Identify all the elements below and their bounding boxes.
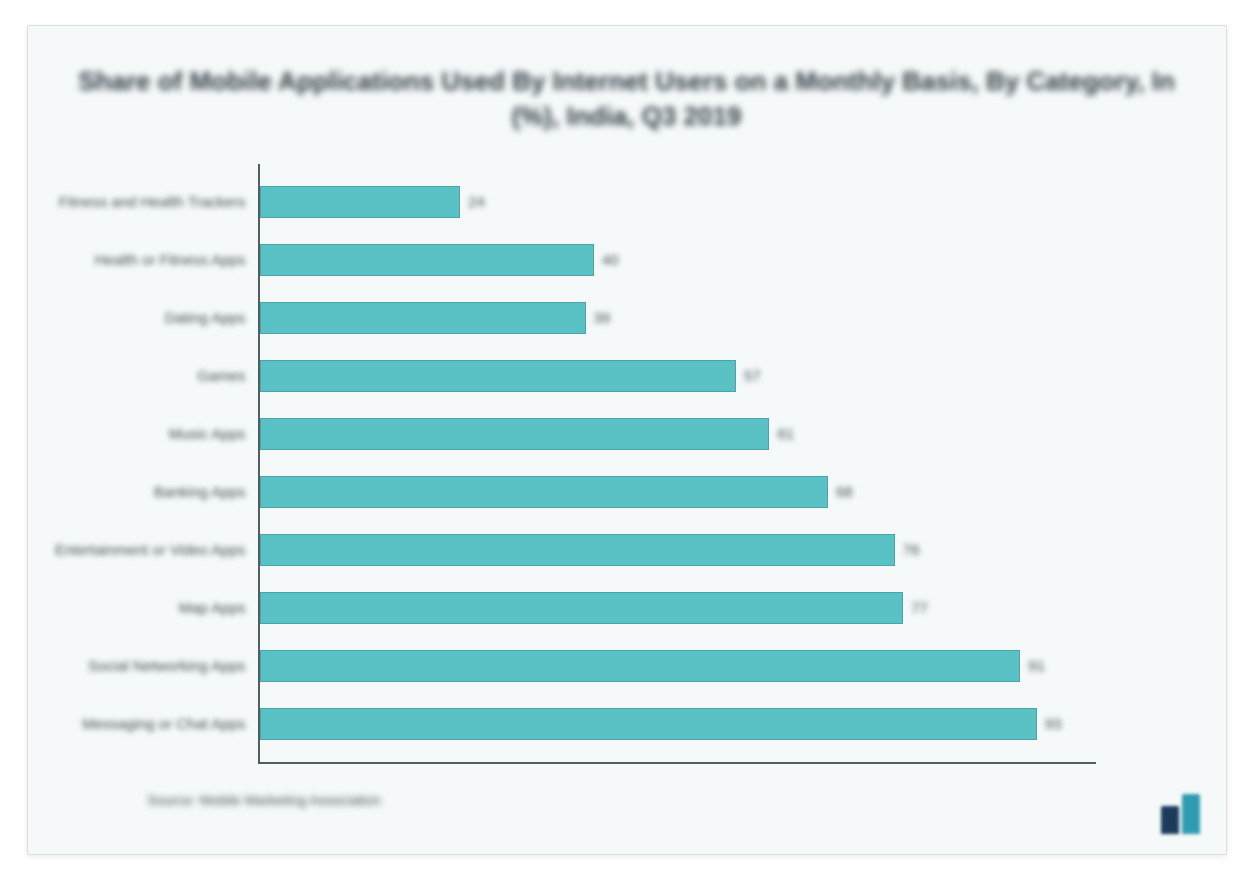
category-label: Health or Fitness Apps <box>46 252 246 269</box>
bar <box>260 534 895 566</box>
category-label: Music Apps <box>46 426 246 443</box>
bar-row: Fitness and Health Trackers24 <box>260 182 1096 222</box>
bar <box>260 302 586 334</box>
bar-row: Banking Apps68 <box>260 472 1096 512</box>
category-label: Dating Apps <box>46 310 246 327</box>
bar-value-label: 24 <box>468 194 485 211</box>
bar-row: Health or Fitness Apps40 <box>260 240 1096 280</box>
bar <box>260 592 904 624</box>
category-label: Banking Apps <box>46 484 246 501</box>
bar-value-label: 39 <box>594 310 611 327</box>
category-label: Social Networking Apps <box>46 658 246 675</box>
bar-row: Dating Apps39 <box>260 298 1096 338</box>
bar-row: Messaging or Chat Apps93 <box>260 704 1096 744</box>
bar-row: Entertainment or Video Apps76 <box>260 530 1096 570</box>
chart-card: Share of Mobile Applications Used By Int… <box>27 25 1227 855</box>
bar <box>260 186 461 218</box>
chart-plot-area: Fitness and Health Trackers24 Health or F… <box>258 164 1096 764</box>
bar-row: Music Apps61 <box>260 414 1096 454</box>
source-citation: Source: Mobile Marketing Association <box>148 792 1176 808</box>
bar-value-label: 76 <box>903 542 920 559</box>
bar <box>260 244 594 276</box>
category-label: Map Apps <box>46 600 246 617</box>
bar-value-label: 57 <box>744 368 761 385</box>
bar-value-label: 68 <box>836 484 853 501</box>
bar-value-label: 61 <box>777 426 794 443</box>
bar <box>260 708 1037 740</box>
bar-row: Map Apps77 <box>260 588 1096 628</box>
bar <box>260 476 828 508</box>
category-label: Games <box>46 368 246 385</box>
bar <box>260 360 737 392</box>
logo-bar-left <box>1161 806 1179 834</box>
bar-value-label: 40 <box>602 252 619 269</box>
publisher-logo <box>1158 794 1200 834</box>
bar <box>260 650 1021 682</box>
bar-value-label: 93 <box>1045 716 1062 733</box>
bar <box>260 418 770 450</box>
bar-value-label: 77 <box>911 600 928 617</box>
bar-value-label: 91 <box>1028 658 1045 675</box>
category-label: Messaging or Chat Apps <box>46 716 246 733</box>
logo-bar-right <box>1182 794 1200 834</box>
bar-row: Social Networking Apps91 <box>260 646 1096 686</box>
chart-title: Share of Mobile Applications Used By Int… <box>78 64 1176 134</box>
category-label: Entertainment or Video Apps <box>46 542 246 559</box>
category-label: Fitness and Health Trackers <box>46 194 246 211</box>
bar-row: Games57 <box>260 356 1096 396</box>
